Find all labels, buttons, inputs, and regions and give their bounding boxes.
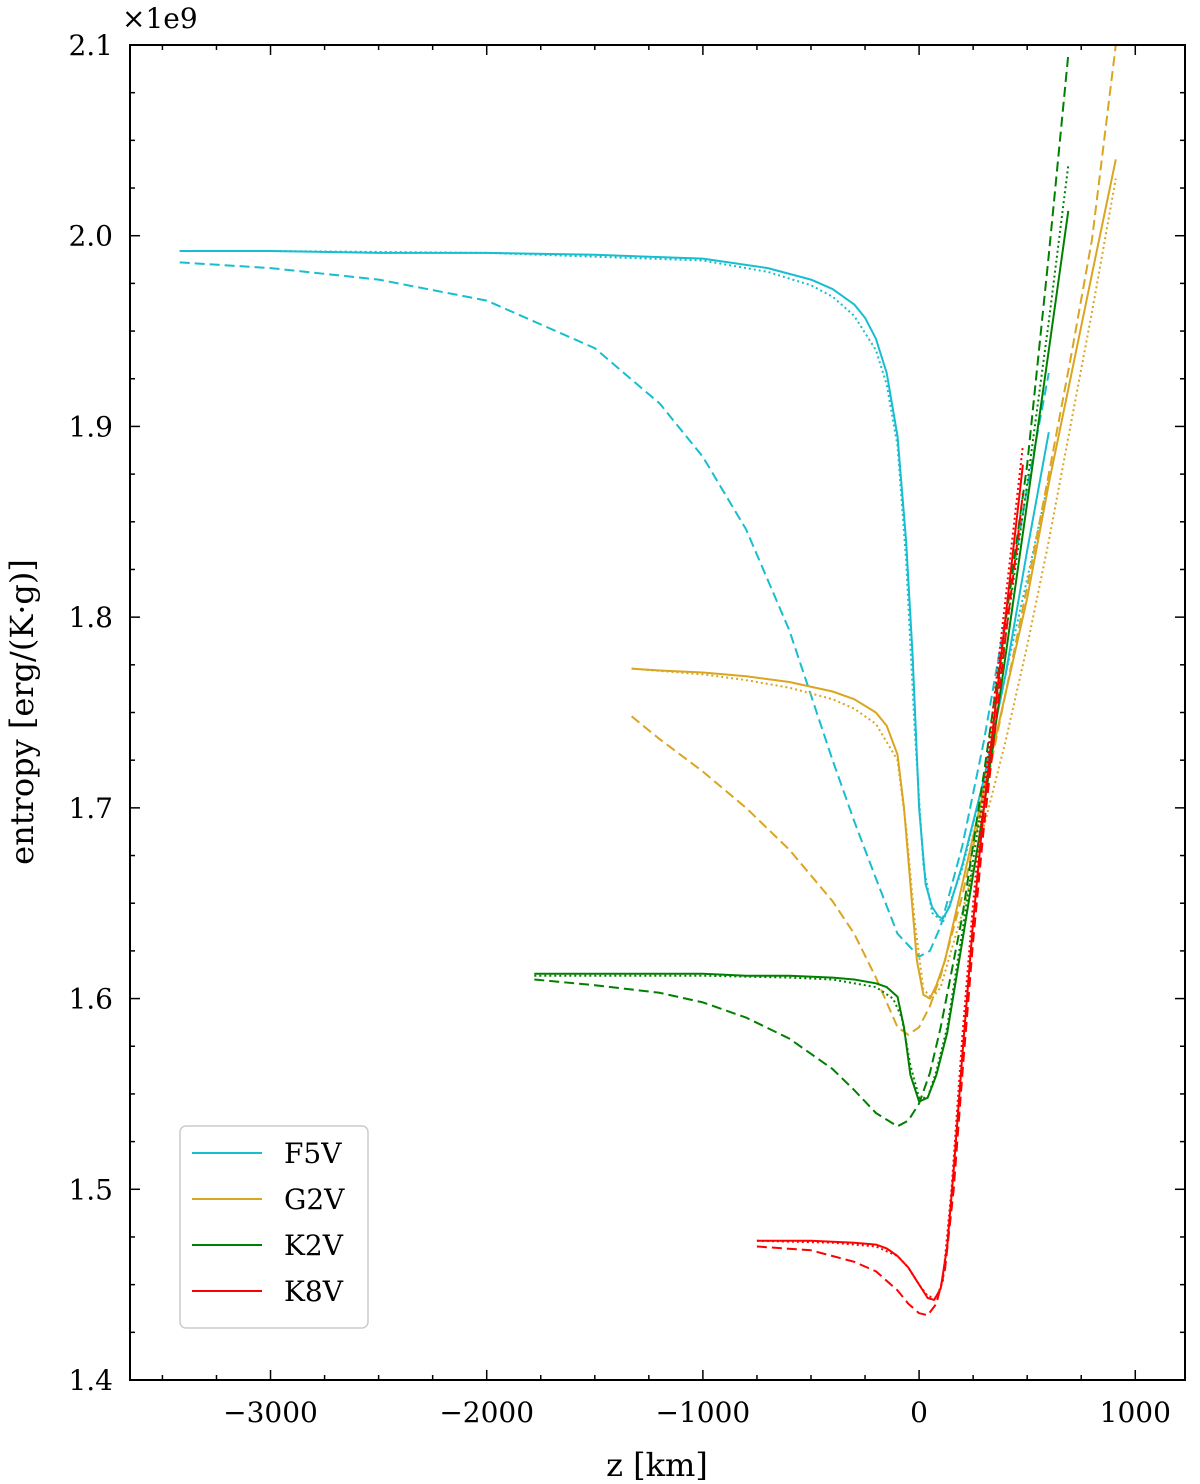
series-k2v-dashed-line (534, 54, 1070, 1128)
x-axis-label: z [km] (606, 1446, 708, 1484)
plot-lines (179, 44, 1117, 1317)
y-tick-label: 1.9 (68, 410, 113, 443)
series-k8v-dashed-line (756, 493, 1024, 1317)
legend-label-k8v: K8V (284, 1275, 344, 1308)
y-tick-label: 1.7 (68, 792, 113, 825)
y-tick-label: 1.8 (68, 601, 113, 634)
series-k8v-dotted-line (756, 445, 1024, 1299)
series-f5v-solid-line (179, 250, 1050, 920)
series-g2v-dotted-line (631, 178, 1117, 1000)
legend-label-f5v: F5V (284, 1137, 342, 1170)
legend-label-k2v: K2V (284, 1229, 344, 1262)
x-tick-label: 0 (910, 1396, 928, 1429)
legend-label-g2v: G2V (284, 1183, 345, 1216)
series-f5v-dashed-line (179, 261, 1050, 958)
x-tick-label: −3000 (223, 1396, 318, 1429)
legend-box (179, 1125, 369, 1329)
y-tick-label: 2.0 (68, 220, 113, 253)
x-tick-label: 1000 (1100, 1396, 1171, 1429)
series-g2v-dashed-line (630, 44, 1117, 1036)
series-f5v-dotted-line (179, 250, 1050, 924)
plot-frame (129, 44, 1186, 1381)
series-k2v-dotted-line (534, 165, 1070, 1099)
tick-labels: −3000 −2000 −1000 0 1000 1.4 1.5 1.6 1.7 1.8 1.9 2.… (68, 29, 1170, 1429)
y-tick-label: 1.4 (68, 1364, 113, 1397)
y-tick-label: 1.5 (68, 1173, 113, 1206)
series-k2v-solid-line (534, 210, 1070, 1103)
y-axis-label: entropy [erg/(K·g)] (3, 559, 41, 865)
series-k8v-solid-line (756, 464, 1024, 1301)
x-tick-label: −2000 (439, 1396, 534, 1429)
legend: F5V G2V K2V K8V (179, 1125, 369, 1329)
x-tick-label: −1000 (656, 1396, 751, 1429)
y-tick-label: 1.6 (68, 983, 113, 1016)
y-multiplier-label: ×1e9 (122, 2, 198, 35)
series-g2v-solid-line (631, 159, 1117, 1000)
y-tick-label: 2.1 (68, 29, 113, 62)
